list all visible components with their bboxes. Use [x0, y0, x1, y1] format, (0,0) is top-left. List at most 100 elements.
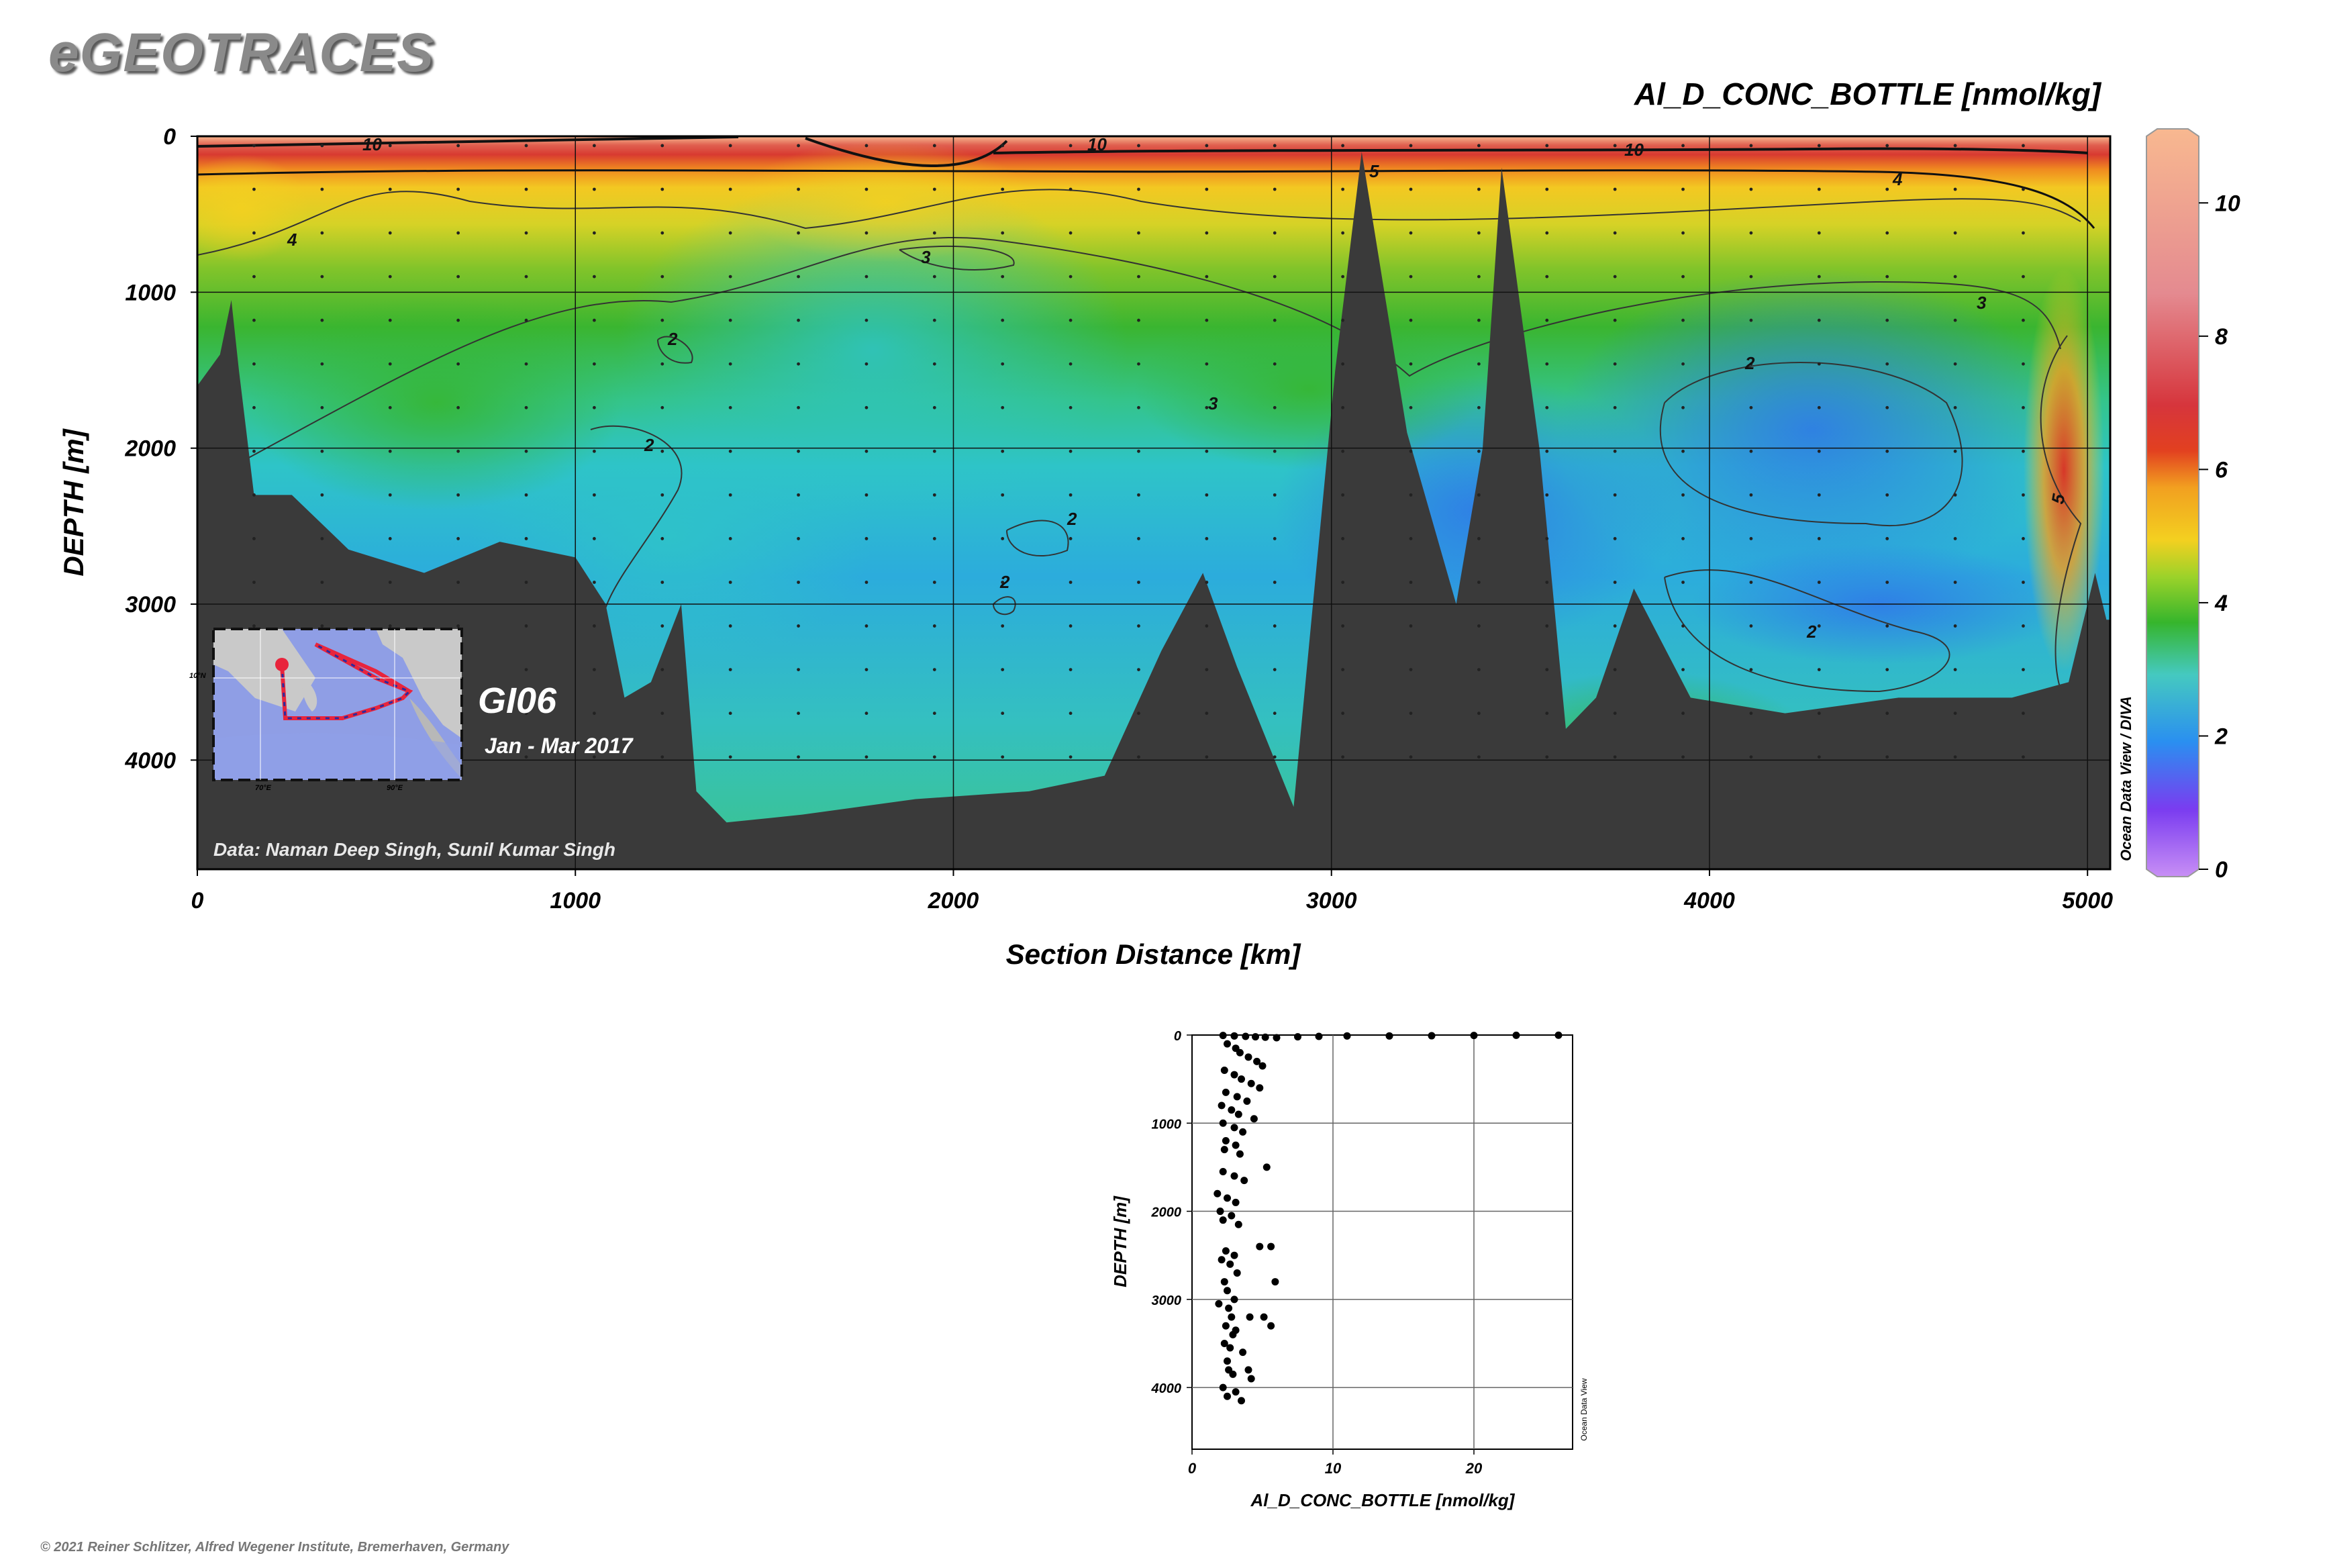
sample-dot [456, 275, 460, 279]
sample-dot [1341, 362, 1345, 366]
sample-dot [1953, 537, 1957, 540]
sample-dot [660, 755, 664, 759]
sample-dot [524, 668, 528, 672]
sample-dot [1613, 362, 1617, 366]
sample-dot [1477, 712, 1481, 716]
sample-dot [1681, 449, 1685, 453]
sample-dot [1341, 493, 1345, 497]
x-tick-label: 2000 [928, 888, 979, 914]
y-tick-label: 3000 [125, 592, 176, 618]
sample-dot [797, 318, 800, 322]
sample-dot [320, 318, 324, 322]
sample-dot [524, 493, 528, 497]
sample-dot [1205, 231, 1209, 235]
sample-dot [1069, 537, 1073, 540]
sample-dot [1205, 318, 1209, 322]
data-credit: Data: Naman Deep Singh, Sunil Kumar Sing… [213, 839, 615, 860]
sample-dot [456, 624, 460, 628]
scatter-x-tick-label: 10 [1325, 1460, 1342, 1477]
sample-dot [1341, 449, 1345, 453]
sample-dot [388, 449, 392, 453]
sample-dot [1409, 712, 1413, 716]
sample-dot [1817, 712, 1821, 716]
sample-dot [1205, 712, 1209, 716]
sample-dot [1953, 318, 1957, 322]
scatter-point [1244, 1053, 1252, 1061]
sample-dot [1069, 144, 1073, 148]
y-tick-label: 4000 [124, 748, 176, 773]
sample-dot [864, 712, 869, 716]
land-srilanka [301, 678, 317, 712]
sample-dot [1613, 493, 1617, 497]
sample-dot [1001, 405, 1005, 409]
scatter-point [1253, 1057, 1261, 1065]
sample-dot [252, 493, 256, 497]
sample-dot [1953, 275, 1957, 279]
sample-dot [1749, 668, 1753, 672]
sample-dot [660, 493, 664, 497]
sample-dot [1069, 231, 1073, 235]
sample-dot [864, 493, 869, 497]
sample-dot [1137, 231, 1140, 235]
sample-dot [797, 755, 800, 759]
sample-dot [593, 755, 596, 759]
sample-dot [797, 187, 800, 191]
sample-dot [864, 537, 869, 540]
scatter-y-label: DEPTH [m] [1110, 1195, 1130, 1287]
sample-dot [593, 275, 596, 279]
sample-dot [728, 712, 732, 716]
sample-dot [728, 624, 732, 628]
sample-dot [1137, 624, 1140, 628]
scatter-point [1239, 1128, 1247, 1136]
sample-dot [1205, 755, 1209, 759]
sample-dot [728, 537, 732, 540]
sample-dot [1885, 493, 1889, 497]
sample-dot [1069, 362, 1073, 366]
scatter-point [1236, 1048, 1244, 1057]
contour-label: 4 [287, 230, 297, 250]
scatter-point [1273, 1034, 1281, 1042]
sample-dot [1069, 755, 1073, 759]
contour-label: 2 [1067, 509, 1077, 529]
sample-dot [456, 405, 460, 409]
contour-label: 2 [1744, 353, 1755, 373]
contour-label: 3 [1208, 393, 1218, 413]
sample-dot [2022, 275, 2025, 279]
section-title: Al_D_CONC_BOTTLE [nmol/kg] [1634, 77, 2102, 111]
sample-dot [1069, 581, 1073, 584]
sample-dot [797, 405, 800, 409]
sample-dot [1681, 318, 1685, 322]
sample-dot [864, 144, 869, 148]
sample-dot [1069, 405, 1073, 409]
sample-dot [864, 275, 869, 279]
sample-dot [1001, 449, 1005, 453]
sample-dot [388, 144, 392, 148]
sample-dot [320, 581, 324, 584]
scatter-point [1229, 1370, 1237, 1378]
sample-dot [252, 275, 256, 279]
scatter-frame [1191, 1034, 1573, 1450]
sample-dot [1681, 493, 1685, 497]
sample-dot [1477, 537, 1481, 540]
sample-dot [728, 581, 732, 584]
sample-dot [1681, 362, 1685, 366]
sample-dot [1885, 449, 1889, 453]
sample-dot [1409, 275, 1413, 279]
sample-dot [1681, 537, 1685, 540]
sample-dot [1137, 755, 1140, 759]
scatter-point [1267, 1242, 1275, 1251]
y-tick-label: 1000 [125, 280, 176, 305]
scatter-point [1218, 1101, 1226, 1110]
sample-dot [1681, 581, 1685, 584]
sample-dot [1953, 712, 1957, 716]
sample-dot [388, 537, 392, 540]
sample-dot [932, 362, 936, 366]
sample-dot [1137, 668, 1140, 672]
sample-dot [524, 187, 528, 191]
sample-dot [593, 581, 596, 584]
sample-dot [1273, 537, 1277, 540]
sample-dot [1205, 187, 1209, 191]
contour-label: 2 [1806, 622, 1817, 642]
scatter-point [1224, 1040, 1231, 1048]
sample-dot [1205, 493, 1209, 497]
